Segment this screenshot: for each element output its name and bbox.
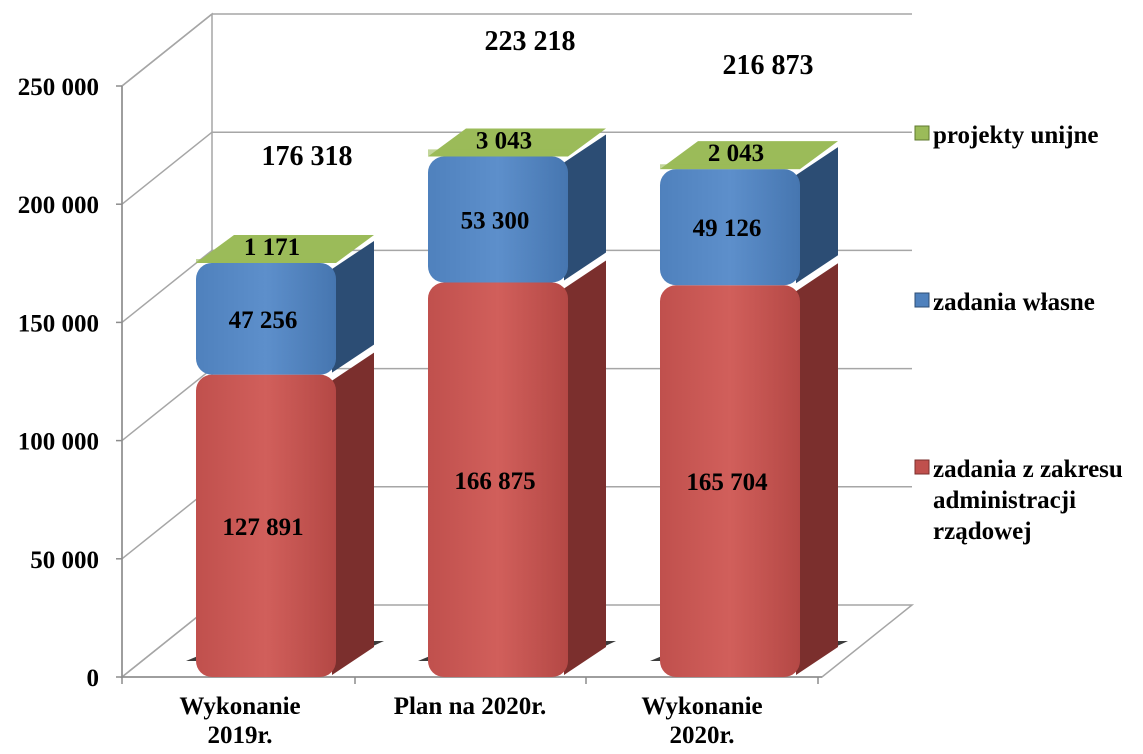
- legend-label: administracji: [933, 487, 1076, 514]
- total-label: 216 873: [723, 50, 814, 81]
- legend-swatch: [914, 292, 930, 308]
- bar-segment: 3 043: [428, 128, 606, 157]
- legend-swatch: [914, 459, 930, 475]
- legend-label: rządowej: [933, 518, 1032, 545]
- gridline-side: [121, 131, 213, 205]
- bar-segment: 127 891: [196, 352, 374, 677]
- bar-segment-top-face: [196, 234, 374, 263]
- data-label: 2 043: [708, 140, 764, 167]
- y-tick-label: 200 000: [18, 192, 99, 219]
- y-axis: 0 50 000 100 000 150 000 200 000 250 000: [18, 74, 123, 692]
- bar-segment-front: [660, 169, 800, 286]
- data-label: 49 126: [693, 215, 762, 242]
- legend-label: zadania z zakresu: [933, 456, 1123, 483]
- y-tick-label: 150 000: [18, 310, 99, 337]
- data-label: 3 043: [476, 128, 532, 155]
- y-tick-label: 250 000: [18, 74, 99, 101]
- bar-segment-front: [196, 374, 336, 677]
- x-tick-label: Plan na 2020r.: [394, 693, 547, 720]
- bar-segment-front: [660, 285, 800, 677]
- bar-segment-front: [660, 164, 800, 170]
- bar-segment-side: [564, 134, 606, 281]
- bar-segment-front: [196, 258, 336, 263]
- bar-segment-front: [196, 262, 336, 375]
- x-tick-label: 2019r.: [207, 722, 272, 749]
- bar-segment-side: [332, 352, 374, 675]
- x-tick-label: 2020r.: [669, 722, 734, 749]
- legend-item: zadania z zakresu administracji rządowej: [914, 456, 1123, 545]
- legend-label: projekty unijne: [933, 122, 1099, 149]
- legend-label: zadania własne: [933, 289, 1095, 316]
- x-tick-label: Wykonanie: [641, 693, 762, 720]
- bar-segment-side: [796, 147, 838, 284]
- bar-segment: 2 043: [660, 140, 838, 170]
- gridline-side: [121, 13, 213, 87]
- data-label: 53 300: [461, 208, 530, 235]
- bar-segment: 165 704: [660, 263, 838, 677]
- data-label: 127 891: [222, 514, 303, 541]
- bar-segment-front: [428, 156, 568, 283]
- data-label: 165 704: [686, 469, 768, 496]
- bar-segment: 47 256: [196, 240, 374, 375]
- legend: projekty unijne zadania własne zadania z z…: [914, 122, 1123, 545]
- gridline-side: [121, 368, 213, 442]
- bar-stack: 166 875 53 300 3 043 223 218: [418, 26, 616, 677]
- bar-stack: 165 704 49 126 2 043 216 873: [650, 50, 848, 677]
- data-label: 166 875: [454, 468, 535, 495]
- legend-item: zadania własne: [914, 289, 1095, 316]
- data-label: 1 171: [244, 234, 300, 261]
- bar-segment-top-face: [660, 141, 838, 170]
- y-tick-label: 0: [87, 665, 100, 692]
- bar-segment-side: [332, 240, 374, 373]
- bar-stack: 127 891 47 256 1 171 176 318: [186, 141, 384, 677]
- bar-segment: 49 126: [660, 147, 838, 286]
- legend-swatch: [914, 125, 930, 141]
- total-label: 176 318: [262, 141, 353, 172]
- data-label: 47 256: [229, 307, 298, 334]
- bar-segment: 1 171: [196, 234, 374, 263]
- legend-item: projekty unijne: [914, 122, 1099, 149]
- bar-segment-front: [428, 282, 568, 677]
- bar-segment: 53 300: [428, 134, 606, 283]
- bar-segment-side: [564, 260, 606, 675]
- total-label: 223 218: [485, 26, 576, 57]
- bar-segment-side: [796, 263, 838, 675]
- bars: 127 891 47 256 1 171 176 318 166 875 53 300 3 …: [186, 26, 848, 677]
- x-tick-label: Wykonanie: [179, 693, 300, 720]
- y-tick-label: 100 000: [18, 429, 99, 456]
- y-tick-label: 50 000: [30, 547, 99, 574]
- bar-segment-front: [428, 149, 568, 157]
- bar-segment: 166 875: [428, 260, 606, 677]
